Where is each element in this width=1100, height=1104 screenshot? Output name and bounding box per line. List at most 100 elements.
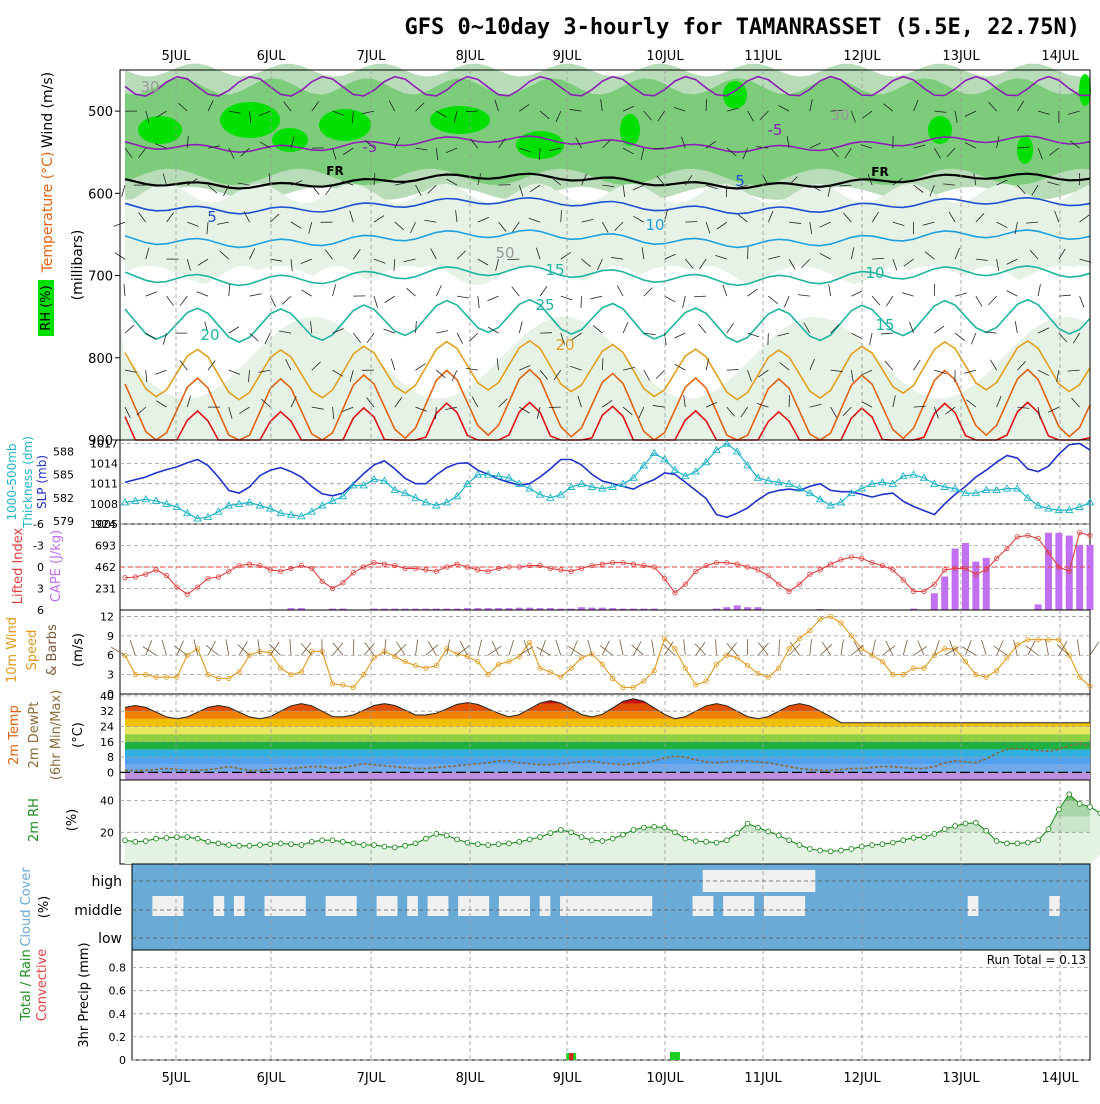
- rh2m-marker: [361, 843, 366, 848]
- cloud-clear-cell: [428, 896, 439, 916]
- precip-total-bar: [670, 1052, 680, 1060]
- wind-barb-10m: [633, 641, 641, 655]
- wind-barb-10m: [965, 640, 971, 655]
- cloud-clear-cell: [784, 896, 795, 916]
- wind-barb-10m: [1077, 639, 1079, 655]
- rh2m-marker: [683, 836, 688, 841]
- rh2m-marker: [382, 844, 387, 849]
- cloud-clear-cell: [336, 896, 347, 916]
- wind-barb-10m: [1013, 640, 1017, 656]
- wind-barb-10m: [447, 640, 450, 656]
- cloud-clear-cell: [275, 896, 286, 916]
- isotherm-label: -5: [768, 121, 783, 139]
- wind-barb-10m: [822, 642, 830, 656]
- rh2m-marker: [1088, 805, 1093, 810]
- wind-barb-10m: [556, 640, 561, 655]
- wind-barb-10m: [194, 640, 198, 656]
- thickness-tick-label: 579: [53, 515, 74, 528]
- cape-bar: [962, 543, 969, 610]
- isotherm-label: 30: [830, 106, 849, 124]
- cloud-clear-cell: [591, 896, 602, 916]
- wind-barb-10m: [820, 644, 832, 655]
- temp-tick-label: 8: [107, 751, 114, 764]
- cloud-tick-label: low: [98, 931, 122, 947]
- cape-bar: [983, 558, 990, 610]
- upper-air-ytick-label: 500: [88, 105, 113, 120]
- rh2m-marker: [787, 838, 792, 843]
- cloud-clear-cell: [570, 896, 581, 916]
- rh2m-marker: [226, 843, 231, 848]
- temp-band: [120, 765, 1090, 773]
- temp-bands: [120, 694, 1090, 780]
- rh2m-marker: [849, 847, 854, 852]
- rh2m-marker: [932, 831, 937, 836]
- temp-band: [120, 749, 1090, 757]
- wind-barb-10m: [353, 639, 354, 655]
- rh2m-marker: [693, 839, 698, 844]
- top-date-12JUL: 12JUL: [843, 49, 881, 64]
- rh2m-marker: [237, 843, 242, 848]
- rh2m-marker: [185, 835, 190, 840]
- rh2m-marker: [994, 839, 999, 844]
- upper-air-panel: -5FR510152025FR-551015203030505006007008…: [38, 64, 1091, 450]
- wind-axis-label-1: 10m Wind: [5, 617, 20, 683]
- rh2m-marker: [735, 831, 740, 836]
- rh2m-marker: [164, 835, 169, 840]
- isotherm-label: 10: [645, 216, 664, 234]
- isotherm-label: 25: [535, 296, 554, 314]
- cloud-clear-cell: [458, 896, 469, 916]
- rh2m-marker: [714, 840, 719, 845]
- precip-convective-bar: [569, 1053, 573, 1060]
- rh2m-marker: [123, 838, 128, 843]
- rh2m-marker: [590, 838, 595, 843]
- wind-barb-10m: [568, 646, 581, 655]
- rh2m-marker: [984, 828, 989, 833]
- wind-barb-10m: [903, 640, 907, 655]
- wind-barb-10m: [270, 642, 279, 655]
- li-axis-label: Lifted Index: [11, 527, 26, 604]
- wind-barb-10m: [684, 639, 686, 655]
- cape-bar: [734, 605, 741, 610]
- rh2m-marker: [133, 839, 138, 844]
- rh2m-marker: [641, 825, 646, 830]
- wind-axis-label: Wind (m/s): [40, 72, 56, 148]
- wind-tick-label: 6: [107, 649, 114, 662]
- isotherm-label: FR: [871, 165, 888, 179]
- wind-barb-10m: [524, 640, 530, 655]
- rh2m-marker: [579, 835, 584, 840]
- rh2m-marker: [496, 842, 501, 847]
- rh2m-marker: [1046, 827, 1051, 832]
- wind-barb-10m: [716, 639, 717, 655]
- rh2m-marker: [953, 824, 958, 829]
- precip-tick-label: 0.8: [109, 962, 127, 975]
- rh2m-marker: [1056, 807, 1061, 812]
- top-date-9JUL: 9JUL: [553, 49, 583, 64]
- cloud-clear-cell: [743, 896, 754, 916]
- slp-tick-label: 1017: [90, 437, 118, 450]
- isotherm-label: 15: [875, 316, 894, 334]
- rh2m-marker: [289, 842, 294, 847]
- slp-tick-label: 1011: [90, 478, 118, 491]
- rh2m-marker: [610, 836, 615, 841]
- rh2m-marker: [901, 838, 906, 843]
- bottom-date-12JUL: 12JUL: [843, 1071, 881, 1086]
- cape-bar: [941, 576, 948, 610]
- isotherm-label: 10: [865, 264, 884, 282]
- bottom-date-6JUL: 6JUL: [257, 1071, 287, 1086]
- rh2m-marker: [652, 824, 657, 829]
- top-date-14JUL: 14JUL: [1041, 49, 1079, 64]
- temp-axis-label-4: (°C): [71, 722, 86, 748]
- cloud-clear-cell: [509, 896, 520, 916]
- cloud-clear-cell: [631, 896, 642, 916]
- cloud-clear-cell: [285, 896, 296, 916]
- wind-barb-10m: [162, 640, 166, 655]
- cloud-clear-cell: [377, 896, 388, 916]
- cloud-clear-cell: [163, 896, 174, 916]
- rh2m-marker: [558, 828, 563, 833]
- cloud-clear-cell: [295, 896, 306, 916]
- rh2m-marker: [475, 842, 480, 847]
- rh2m-marker: [839, 848, 844, 853]
- upper-air-ytick-label: 600: [88, 187, 113, 202]
